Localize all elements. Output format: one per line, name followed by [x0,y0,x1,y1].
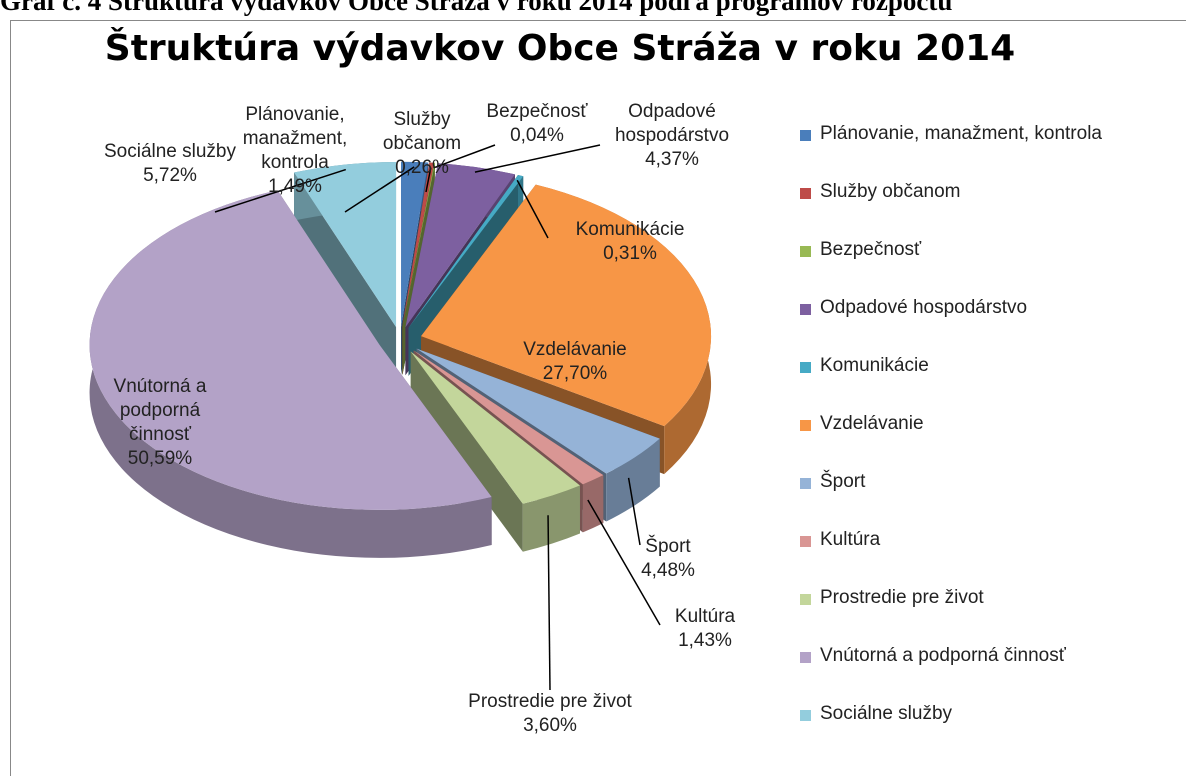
slice-wall [89,190,492,558]
leader-line [474,144,601,173]
label-name: Sociálne služby [103,141,237,162]
legend-swatch [800,130,811,141]
label-name: Šport [645,536,691,557]
label-name: Bezpečnosť [486,101,588,122]
slice-side [410,351,523,552]
legend-swatch [800,246,811,257]
legend-swatch [800,188,811,199]
label-name: Vzdelávanie [523,339,627,360]
legend-entry: Prostredie pre život [820,587,984,608]
slice [413,350,604,485]
data-label: Vzdelávanie 27,70% [500,338,650,386]
legend-entry: Sociálne služby [820,703,953,724]
label-value: 4,48% [641,560,695,581]
slice [410,351,580,504]
legend-entry: Kultúra [820,529,881,550]
data-label: Komunikácie 0,31% [550,218,710,266]
data-label: Vnútorná a podporná činnosť 50,59% [90,375,230,471]
slice [405,163,515,328]
label-value: 3,60% [523,715,577,736]
data-label: Odpadové hospodárstvo 4,37% [592,100,752,172]
slice [89,190,492,510]
leader-line [516,179,549,239]
data-label: Služby občanom 0,26% [367,108,477,180]
data-label: Sociálne služby 5,72% [100,140,240,188]
slice-wall [582,475,604,533]
label-name: Odpadové hospodárstvo [614,101,730,146]
legend-swatch [800,362,811,373]
legend-entry: Plánovanie, manažment, kontrola [820,123,1102,144]
label-value: 50,59% [127,448,193,469]
legend-entry: Vnútorná a podporná činnosť [820,645,1066,666]
legend-entry: Šport [820,471,866,492]
slice [294,162,397,328]
chart-title: Štruktúra výdavkov Obce Stráža v roku 20… [104,28,1016,69]
legend-swatch [800,536,811,547]
leader-line [425,167,432,193]
label-name: Vnútorná a podporná činnosť [113,376,207,445]
label-name: Komunikácie [575,219,685,240]
data-label: Prostredie pre život 3,60% [420,690,680,738]
leader-line [344,166,415,213]
label-name: Služby občanom [382,109,462,154]
label-value: 1,49% [268,176,322,197]
label-value: 0,04% [510,125,564,146]
label-value: 5,72% [143,165,197,186]
legend-swatch [800,304,811,315]
slice-wall [606,438,660,522]
data-label: Bezpečnosť 0,04% [482,100,592,148]
leader-line [627,477,641,546]
chart-frame [10,20,1186,776]
legend-swatch [800,478,811,489]
caption: Graf č. 4 Štruktúra výdavkov Obce Stráža… [0,0,953,16]
legend-entry: Služby občanom [820,181,961,202]
leader-line [547,515,551,691]
slice [401,161,429,327]
slice [416,348,660,474]
label-name: Plánovanie, manažment, kontrola [242,104,348,173]
label-value: 0,31% [603,243,657,264]
slice-side [294,172,397,376]
data-label: Plánovanie, manažment, kontrola 1,49% [220,103,370,199]
label-value: 1,43% [678,630,732,651]
slice [408,175,524,328]
leader-line [433,144,496,169]
leader-line [214,168,347,213]
slice [421,184,712,427]
legend-entry: Vzdelávanie [820,413,924,434]
slice [402,162,435,327]
legend-swatch [800,710,811,721]
label-value: 27,70% [542,363,608,384]
slice [402,162,435,327]
legend-swatch [800,420,811,431]
data-label: Kultúra 1,43% [650,605,760,653]
slice-wall [522,485,580,552]
data-label: Šport 4,48% [618,535,718,583]
label-value: 4,37% [645,149,699,170]
leader-line [587,499,661,626]
label-name: Prostredie pre život [468,691,632,712]
label-name: Kultúra [674,606,736,627]
legend-swatch [800,594,811,605]
legend-entry: Bezpečnosť [820,239,922,260]
legend-entry: Odpadové hospodárstvo [820,297,1028,318]
label-value: 0,26% [395,157,449,178]
legend-entry: Komunikácie [820,355,929,376]
legend-swatch [800,652,811,663]
